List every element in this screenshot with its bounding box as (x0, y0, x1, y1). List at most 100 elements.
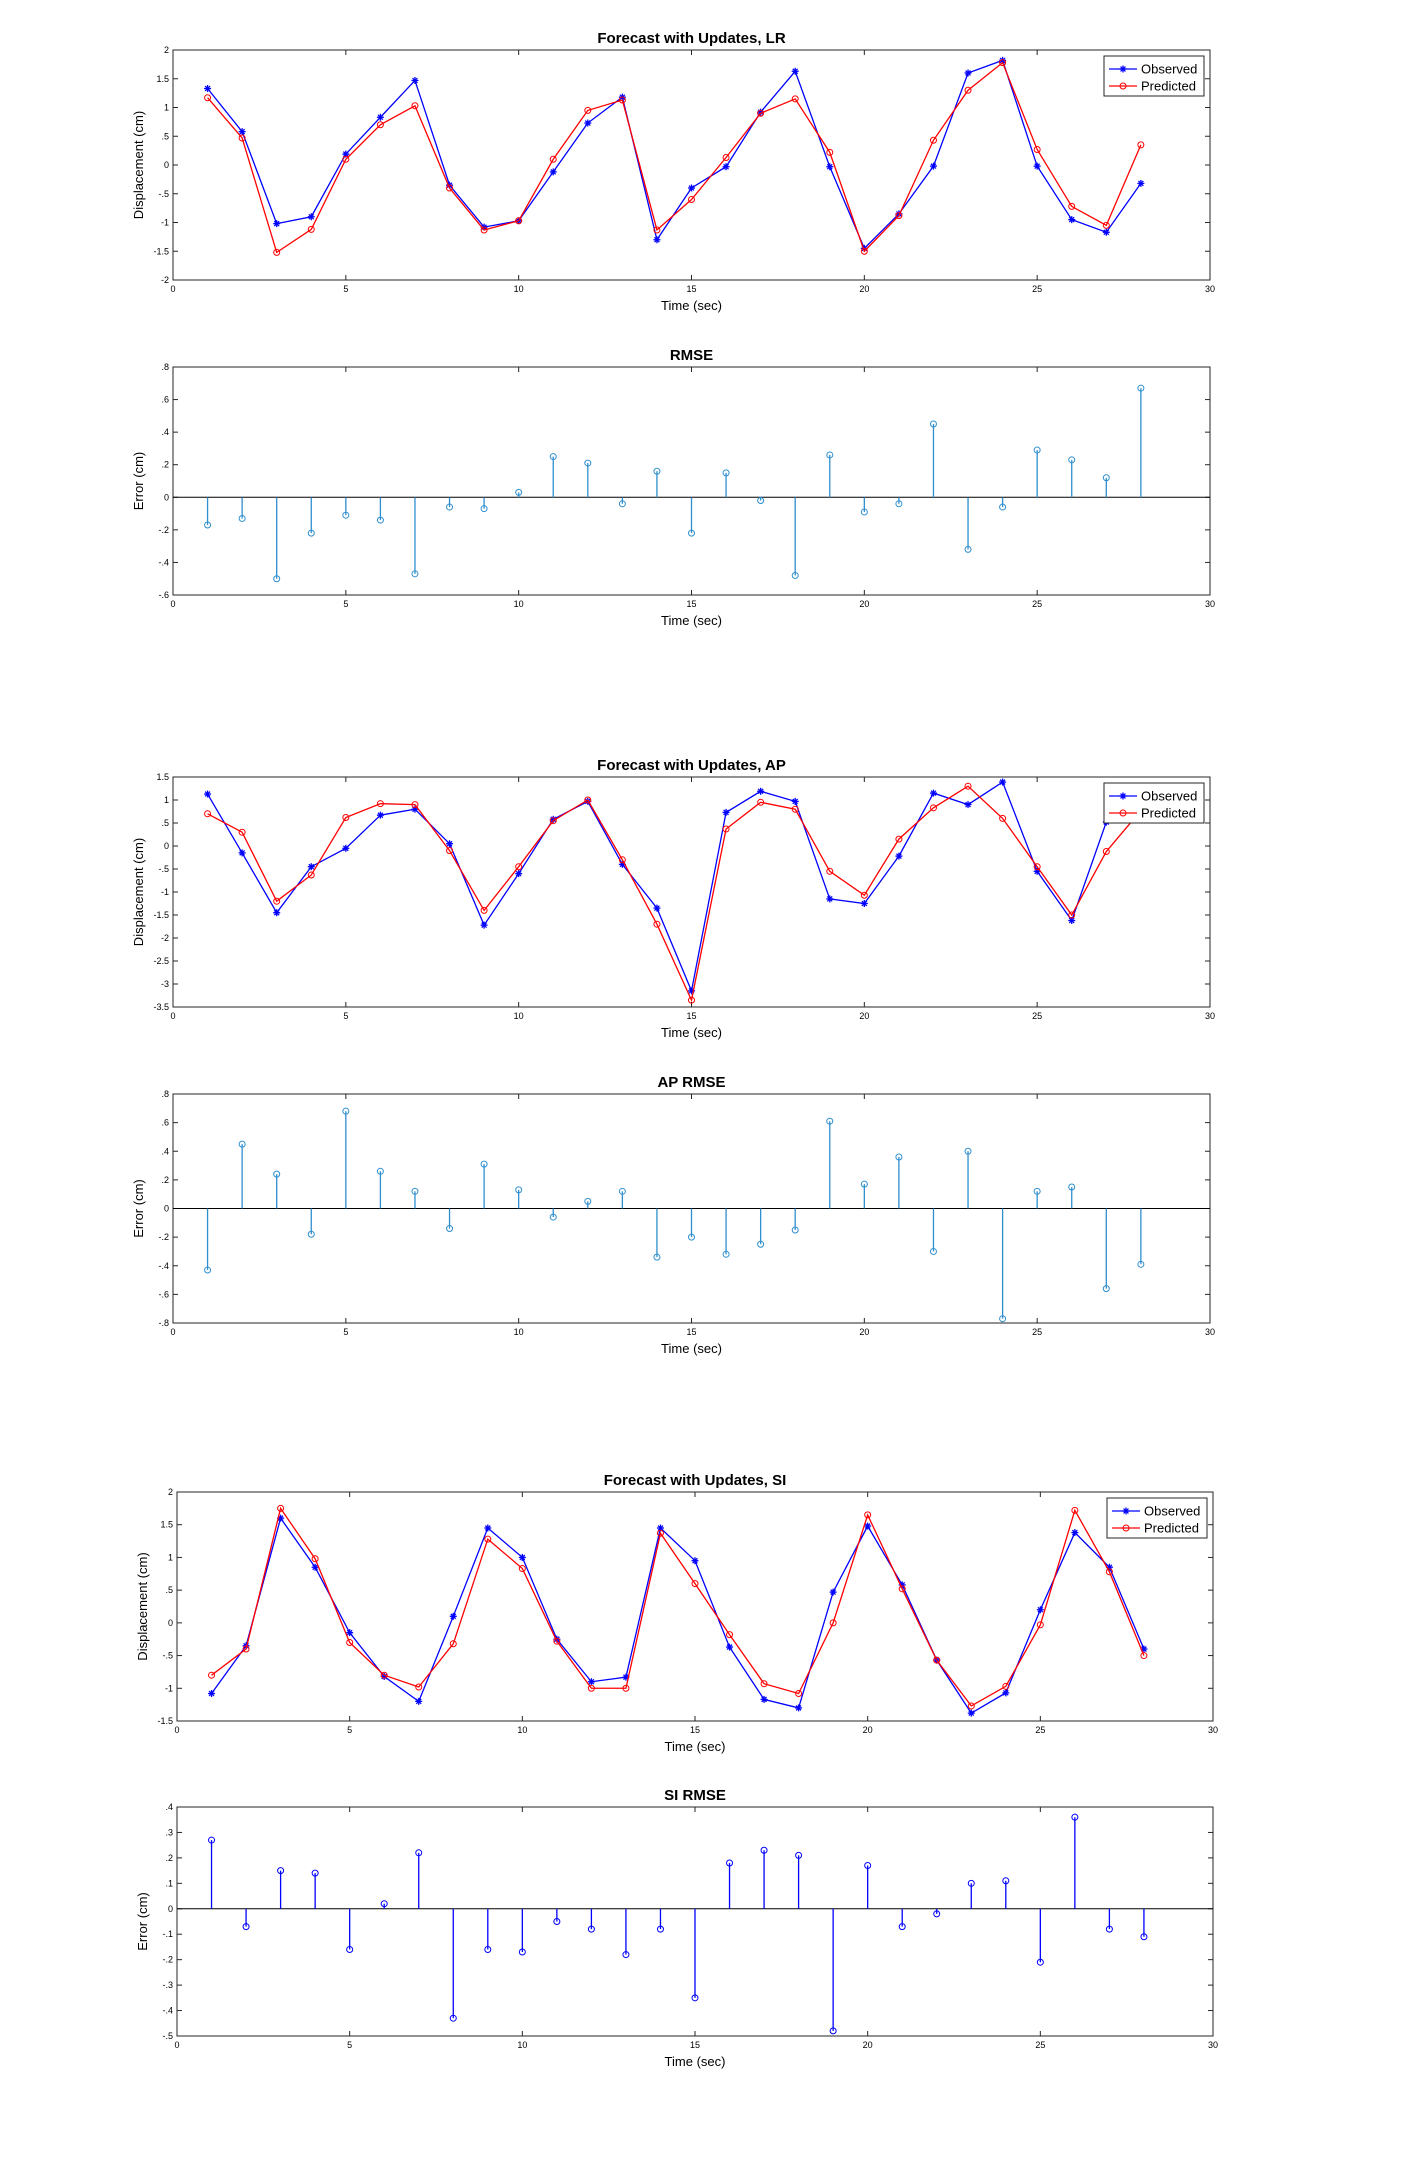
chart-4: 0 5 10 15 20 25 30 -.8 -.6 -.4 -.2 0 .2 .4 .6 .8 AP RMSE… (131, 1074, 1215, 1356)
legend-marker (1122, 1524, 1130, 1532)
data-point-predicted (480, 226, 488, 234)
legend-marker (1119, 82, 1127, 90)
y-axis-label: Error (cm) (131, 1179, 146, 1238)
y-tick-label: 2 (164, 45, 169, 55)
x-axis-label: Time (sec) (661, 1025, 722, 1040)
data-point-observed (584, 119, 592, 127)
data-point-predicted (411, 102, 419, 110)
legend-label-observed: Observed (1141, 62, 1197, 77)
stem-marker (584, 459, 592, 467)
data-point-observed (342, 150, 350, 158)
y-tick-label: -.5 (162, 1651, 173, 1661)
stem-marker (549, 453, 557, 461)
data-point-predicted (688, 196, 695, 203)
data-point-predicted (618, 96, 626, 104)
x-tick-label: 25 (1032, 1011, 1042, 1021)
data-point-predicted (795, 1690, 803, 1698)
x-tick-label: 30 (1205, 599, 1215, 609)
x-tick-label: 0 (174, 2040, 179, 2050)
data-point-predicted (1105, 1568, 1113, 1576)
data-point-observed (238, 128, 246, 136)
stem-marker (1137, 384, 1145, 392)
y-tick-label: -.8 (158, 1318, 169, 1328)
data-point-observed (722, 808, 730, 816)
data-point-predicted (1033, 863, 1041, 871)
y-tick-label: -1 (161, 218, 169, 228)
stem-marker (1036, 1958, 1044, 1966)
stem-marker (415, 1849, 423, 1857)
legend-label-predicted: Predicted (1141, 806, 1196, 821)
x-tick-label: 5 (343, 599, 348, 609)
data-point-predicted (1033, 145, 1041, 153)
data-point-observed (826, 895, 834, 903)
x-tick-label: 30 (1205, 1011, 1215, 1021)
stem-marker (273, 575, 281, 583)
data-point-observed (691, 1557, 699, 1565)
stem-marker (898, 1923, 906, 1931)
legend-box (1103, 55, 1205, 97)
data-point-observed (795, 1704, 803, 1712)
y-tick-label: -.4 (162, 2006, 173, 2016)
stem-marker (1140, 1933, 1148, 1941)
stem-marker (480, 1160, 488, 1168)
x-axis-label: Time (sec) (661, 298, 722, 313)
y-tick-label: -3.5 (153, 1002, 169, 1012)
stem-marker (895, 500, 903, 508)
y-tick-label: 0 (168, 1618, 173, 1628)
chart-title: Forecast with Updates, AP (597, 757, 786, 774)
stem-marker (411, 1187, 419, 1195)
stem-marker (726, 1859, 734, 1867)
data-point-predicted (518, 1565, 526, 1573)
data-point-predicted (515, 217, 523, 225)
x-tick-label: 5 (343, 1011, 348, 1021)
data-point-observed (311, 1563, 319, 1571)
stem-marker (791, 1226, 799, 1234)
data-point-observed (1071, 1529, 1079, 1537)
y-tick-label: .2 (165, 1853, 173, 1863)
stem-marker (760, 1846, 768, 1854)
y-tick-label: .8 (161, 1089, 169, 1099)
stem-marker (342, 511, 350, 519)
data-point-observed (653, 236, 661, 244)
data-point-predicted (204, 810, 212, 818)
stem-marker (311, 1869, 319, 1877)
data-point-observed (446, 840, 454, 848)
y-tick-label: .4 (165, 1802, 173, 1812)
stem-marker (618, 1187, 626, 1195)
data-point-observed (653, 904, 661, 912)
data-point-observed (587, 1678, 595, 1686)
y-tick-label: 1.5 (156, 772, 169, 782)
data-point-predicted (933, 1656, 941, 1664)
x-axis-label: Time (sec) (665, 2054, 726, 2069)
data-point-observed (449, 1612, 457, 1620)
stem-marker (795, 1851, 803, 1859)
stem-marker (346, 1945, 354, 1953)
x-tick-label: 10 (514, 599, 524, 609)
data-point-predicted (691, 1580, 699, 1588)
data-point-predicted (622, 1684, 630, 1692)
x-tick-label: 30 (1205, 1327, 1215, 1337)
data-point-predicted (860, 247, 868, 255)
stem-marker (242, 1923, 250, 1931)
stem-marker (688, 1233, 695, 1241)
data-point-predicted (722, 825, 730, 833)
data-point-predicted (376, 800, 384, 808)
stem-marker (722, 469, 730, 477)
y-tick-label: -.2 (162, 1955, 173, 1965)
y-tick-label: -1 (161, 887, 169, 897)
data-point-observed (757, 787, 765, 795)
stem-marker (515, 1186, 523, 1194)
y-tick-label: -3 (161, 979, 169, 989)
y-tick-label: 1 (164, 795, 169, 805)
data-point-predicted (826, 867, 834, 875)
stem-marker (376, 516, 384, 524)
y-tick-label: .6 (161, 395, 169, 405)
data-point-predicted (549, 155, 557, 163)
stem-marker (1071, 1813, 1079, 1821)
data-point-predicted (346, 1638, 354, 1646)
y-axis-label: Error (cm) (131, 452, 146, 511)
data-point-observed (273, 909, 281, 917)
x-tick-label: 15 (686, 599, 696, 609)
stem-marker (307, 1230, 315, 1238)
data-point-observed (376, 811, 384, 819)
